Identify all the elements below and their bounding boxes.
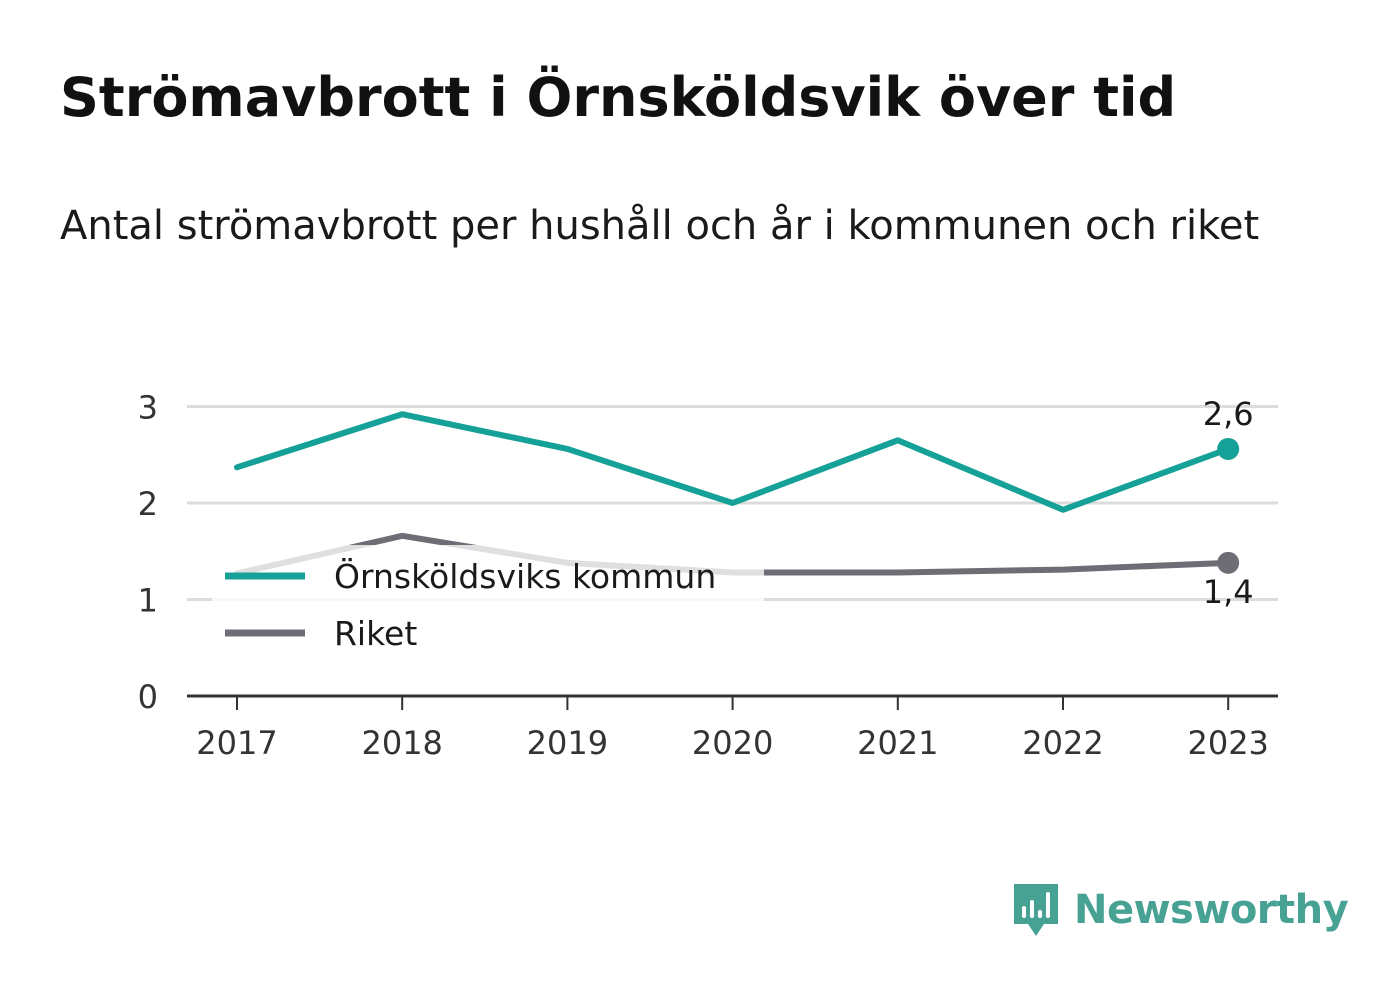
brand-name: Newsworthy [1074, 887, 1349, 933]
chart-subtitle: Antal strömavbrott per hushåll och år i … [60, 203, 1260, 249]
newsworthy-logo-icon [1014, 884, 1058, 936]
y-tick-label: 0 [138, 678, 158, 716]
legend-label: Örnsköldsviks kommun [334, 556, 716, 596]
end-marker [1217, 551, 1240, 574]
data-labels: 2,6 1,4 [1203, 395, 1254, 611]
end-marker [1217, 437, 1240, 460]
x-axis-tick-labels: 2017 2018 2019 2020 2021 2022 2023 [196, 724, 1269, 762]
x-tick-label: 2021 [857, 724, 938, 762]
y-tick-label: 1 [138, 582, 158, 620]
end-markers [1217, 437, 1240, 574]
x-tick-label: 2017 [196, 724, 277, 762]
legend: Örnsköldsviks kommun Riket [212, 545, 764, 659]
brand-logo: Newsworthy [1010, 878, 1349, 942]
y-axis-tick-labels: 0 1 2 3 [138, 389, 158, 717]
x-tick-label: 2022 [1022, 724, 1103, 762]
series-line-kommun [234, 411, 1232, 513]
data-label: 1,4 [1203, 573, 1254, 611]
x-axis [187, 694, 1278, 710]
chart-title: Strömavbrott i Örnsköldsvik över tid [60, 66, 1177, 129]
data-label: 2,6 [1203, 395, 1254, 433]
x-tick-label: 2019 [527, 724, 608, 762]
y-tick-label: 2 [138, 485, 158, 523]
line-chart: 0 1 2 3 2017 2018 2019 2020 2021 2022 2023 Örnskö… [138, 389, 1278, 762]
x-tick-label: 2020 [692, 724, 773, 762]
y-tick-label: 3 [138, 389, 158, 427]
x-tick-label: 2023 [1187, 724, 1268, 762]
legend-label: Riket [334, 614, 417, 653]
x-tick-label: 2018 [361, 724, 442, 762]
